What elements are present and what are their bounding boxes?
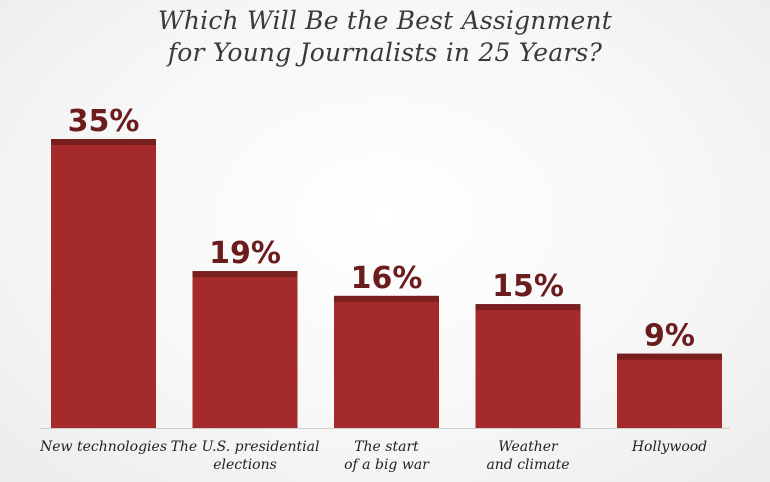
category-label-line: and climate	[486, 457, 569, 473]
bar	[334, 295, 439, 428]
chart-title-line-1: Which Will Be the Best Assignment	[157, 6, 613, 35]
category-label: New technologies	[39, 439, 167, 455]
category-label-line: The U.S. presidential	[171, 439, 320, 455]
bar	[51, 139, 156, 428]
bar	[192, 271, 298, 428]
bar-group: 16% The start of a big war	[334, 261, 439, 473]
category-label-line: elections	[213, 457, 277, 473]
bar-group: 35% New technologies	[39, 104, 167, 455]
data-label: 35%	[68, 104, 140, 139]
category-label-line: New technologies	[39, 439, 167, 455]
bar-top-cap	[192, 271, 298, 278]
data-label: 15%	[492, 269, 564, 304]
category-label-line: of a big war	[344, 457, 430, 473]
category-label: Weather and climate	[486, 439, 569, 473]
bar-top-cap	[617, 353, 722, 360]
category-label-line: Hollywood	[631, 439, 707, 455]
category-label: The U.S. presidential elections	[171, 439, 320, 473]
bar	[617, 353, 722, 428]
bar-top-cap	[475, 304, 581, 311]
data-label: 16%	[351, 261, 423, 296]
category-label-line: The start	[354, 439, 419, 455]
chart-title-line-2: for Young Journalists in 25 Years?	[167, 38, 603, 67]
category-label-line: Weather	[498, 439, 559, 455]
category-label: Hollywood	[631, 439, 707, 455]
bar	[475, 304, 581, 428]
category-label: The start of a big war	[344, 439, 430, 473]
bar-group: 15% Weather and climate	[475, 269, 581, 473]
data-label: 19%	[209, 236, 281, 271]
bar-group: 19% The U.S. presidential elections	[171, 236, 320, 473]
bar-top-cap	[51, 139, 156, 145]
bar-group: 9% Hollywood	[617, 319, 722, 455]
data-label: 9%	[644, 319, 695, 354]
bar-top-cap	[334, 295, 439, 302]
